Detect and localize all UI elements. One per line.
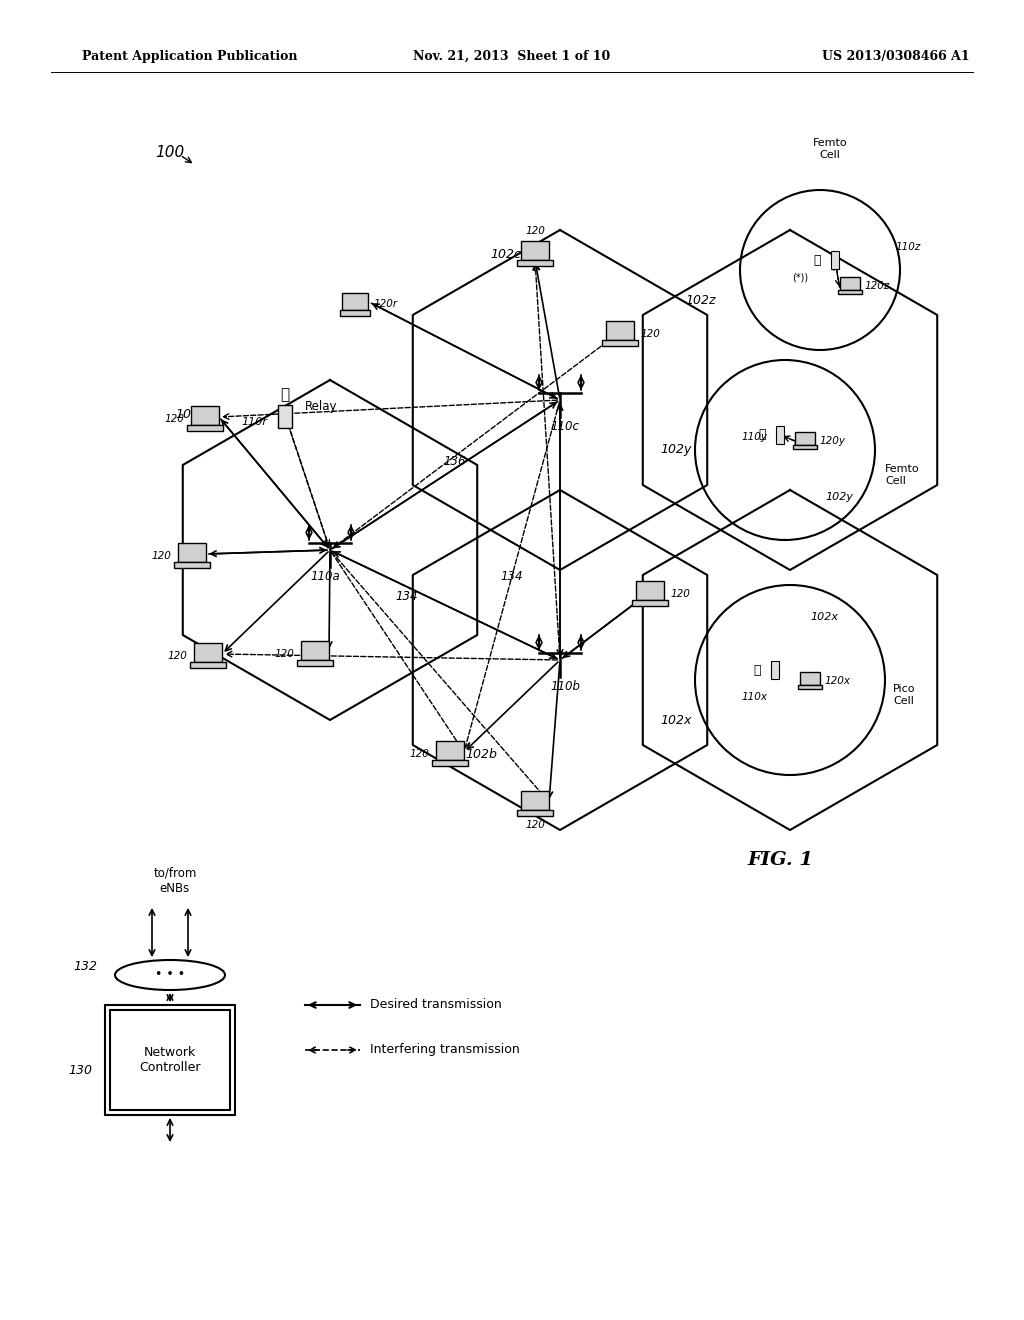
Text: 120: 120 bbox=[152, 550, 171, 561]
Text: 120: 120 bbox=[164, 413, 184, 424]
Text: 102a: 102a bbox=[175, 408, 207, 421]
Bar bbox=[840, 277, 860, 290]
Text: 120y: 120y bbox=[819, 436, 845, 446]
Text: 102x: 102x bbox=[660, 714, 691, 726]
Text: 134: 134 bbox=[500, 570, 522, 583]
Text: Relay: Relay bbox=[305, 400, 338, 413]
Bar bbox=[771, 661, 778, 678]
Text: 120: 120 bbox=[671, 589, 690, 598]
Text: Patent Application Publication: Patent Application Publication bbox=[82, 50, 298, 63]
Bar bbox=[602, 341, 638, 346]
Bar bbox=[342, 293, 368, 310]
Bar bbox=[190, 405, 219, 425]
Bar bbox=[633, 601, 668, 606]
Bar bbox=[301, 640, 330, 660]
Text: 120: 120 bbox=[525, 820, 545, 829]
Text: 136: 136 bbox=[443, 455, 466, 469]
Text: US 2013/0308466 A1: US 2013/0308466 A1 bbox=[822, 50, 970, 63]
Bar bbox=[190, 663, 225, 668]
Text: 110y: 110y bbox=[742, 432, 768, 442]
Text: FIG. 1: FIG. 1 bbox=[746, 851, 813, 869]
Text: 110r: 110r bbox=[241, 417, 267, 426]
Bar bbox=[105, 1005, 234, 1115]
Text: 102x: 102x bbox=[810, 612, 838, 622]
Text: 120z: 120z bbox=[864, 281, 890, 290]
Bar bbox=[177, 543, 207, 562]
Bar bbox=[194, 643, 222, 663]
Bar bbox=[800, 672, 820, 685]
Text: 110z: 110z bbox=[895, 242, 921, 252]
Text: 120: 120 bbox=[525, 226, 545, 236]
Text: 102c: 102c bbox=[490, 248, 521, 261]
Text: Nov. 21, 2013  Sheet 1 of 10: Nov. 21, 2013 Sheet 1 of 10 bbox=[414, 50, 610, 63]
Text: 120r: 120r bbox=[373, 300, 397, 309]
Text: 130: 130 bbox=[68, 1064, 92, 1077]
Text: 120: 120 bbox=[410, 748, 429, 759]
Text: • • •: • • • bbox=[155, 969, 185, 982]
Bar bbox=[517, 260, 553, 267]
Bar bbox=[636, 581, 665, 601]
Bar bbox=[187, 425, 222, 432]
Text: Femto
Cell: Femto Cell bbox=[885, 465, 920, 486]
Text: to/from
eNBs: to/from eNBs bbox=[154, 867, 197, 895]
Text: ⦿: ⦿ bbox=[754, 664, 761, 676]
Text: Network
Controller: Network Controller bbox=[139, 1045, 201, 1074]
Bar bbox=[278, 405, 292, 428]
Bar bbox=[605, 321, 635, 341]
Text: 134: 134 bbox=[395, 590, 418, 603]
Text: Desired transmission: Desired transmission bbox=[370, 998, 502, 1011]
Text: (*)): (*)) bbox=[792, 272, 808, 282]
Bar bbox=[831, 251, 839, 269]
Text: 110x: 110x bbox=[742, 692, 768, 702]
Bar bbox=[795, 432, 815, 445]
Text: ⦿: ⦿ bbox=[813, 253, 821, 267]
Text: 102y: 102y bbox=[825, 492, 853, 502]
Text: 110a: 110a bbox=[310, 570, 340, 583]
Text: 102y: 102y bbox=[660, 444, 691, 457]
Text: 120: 120 bbox=[641, 329, 660, 339]
Text: 102b: 102b bbox=[465, 748, 497, 762]
Bar bbox=[435, 741, 465, 760]
Bar bbox=[776, 426, 783, 444]
Text: 110b: 110b bbox=[550, 680, 580, 693]
Bar bbox=[110, 1010, 230, 1110]
Text: 120: 120 bbox=[274, 648, 294, 659]
Text: Interfering transmission: Interfering transmission bbox=[370, 1044, 520, 1056]
Text: ⦿: ⦿ bbox=[758, 429, 766, 441]
Bar bbox=[520, 240, 550, 260]
Text: Pico
Cell: Pico Cell bbox=[893, 684, 915, 706]
Bar bbox=[520, 791, 550, 810]
Text: 132: 132 bbox=[73, 960, 97, 973]
Bar bbox=[340, 310, 371, 315]
Text: 110c: 110c bbox=[551, 420, 580, 433]
Bar bbox=[793, 445, 817, 449]
Text: 120x: 120x bbox=[824, 676, 850, 685]
Text: 102z: 102z bbox=[685, 293, 716, 306]
Text: ⦿: ⦿ bbox=[281, 387, 290, 403]
Text: 100: 100 bbox=[155, 145, 184, 160]
Bar bbox=[432, 760, 468, 767]
Text: Femto
Cell: Femto Cell bbox=[813, 139, 847, 160]
Text: 120: 120 bbox=[167, 651, 187, 660]
Bar bbox=[798, 685, 822, 689]
Bar bbox=[297, 660, 333, 667]
Bar bbox=[838, 290, 862, 294]
Bar bbox=[174, 562, 210, 569]
Bar bbox=[517, 810, 553, 816]
